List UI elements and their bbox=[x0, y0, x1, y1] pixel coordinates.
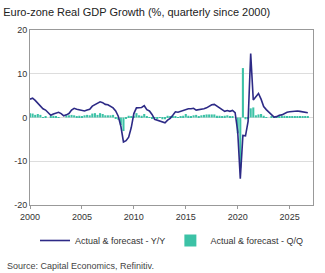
svg-text:10: 10 bbox=[17, 69, 27, 79]
svg-text:20: 20 bbox=[17, 25, 27, 35]
svg-text:2005: 2005 bbox=[72, 212, 92, 222]
svg-text:2020: 2020 bbox=[228, 212, 248, 222]
svg-text:Euro-zone Real GDP Growth (%,: Euro-zone Real GDP Growth (%, quarterly … bbox=[3, 6, 270, 18]
svg-text:Actual & forecast - Q/Q: Actual & forecast - Q/Q bbox=[210, 236, 303, 246]
svg-text:-20: -20 bbox=[14, 200, 27, 210]
svg-text:2000: 2000 bbox=[20, 212, 40, 222]
svg-text:Actual & forecast - Y/Y: Actual & forecast - Y/Y bbox=[75, 236, 165, 246]
svg-text:-10: -10 bbox=[14, 156, 27, 166]
svg-text:2010: 2010 bbox=[124, 212, 144, 222]
svg-text:Source: Capital Economics, Ref: Source: Capital Economics, Refinitiv. bbox=[7, 261, 154, 271]
svg-text:0: 0 bbox=[22, 113, 27, 123]
svg-text:2015: 2015 bbox=[176, 212, 196, 222]
svg-text:2025: 2025 bbox=[280, 212, 300, 222]
